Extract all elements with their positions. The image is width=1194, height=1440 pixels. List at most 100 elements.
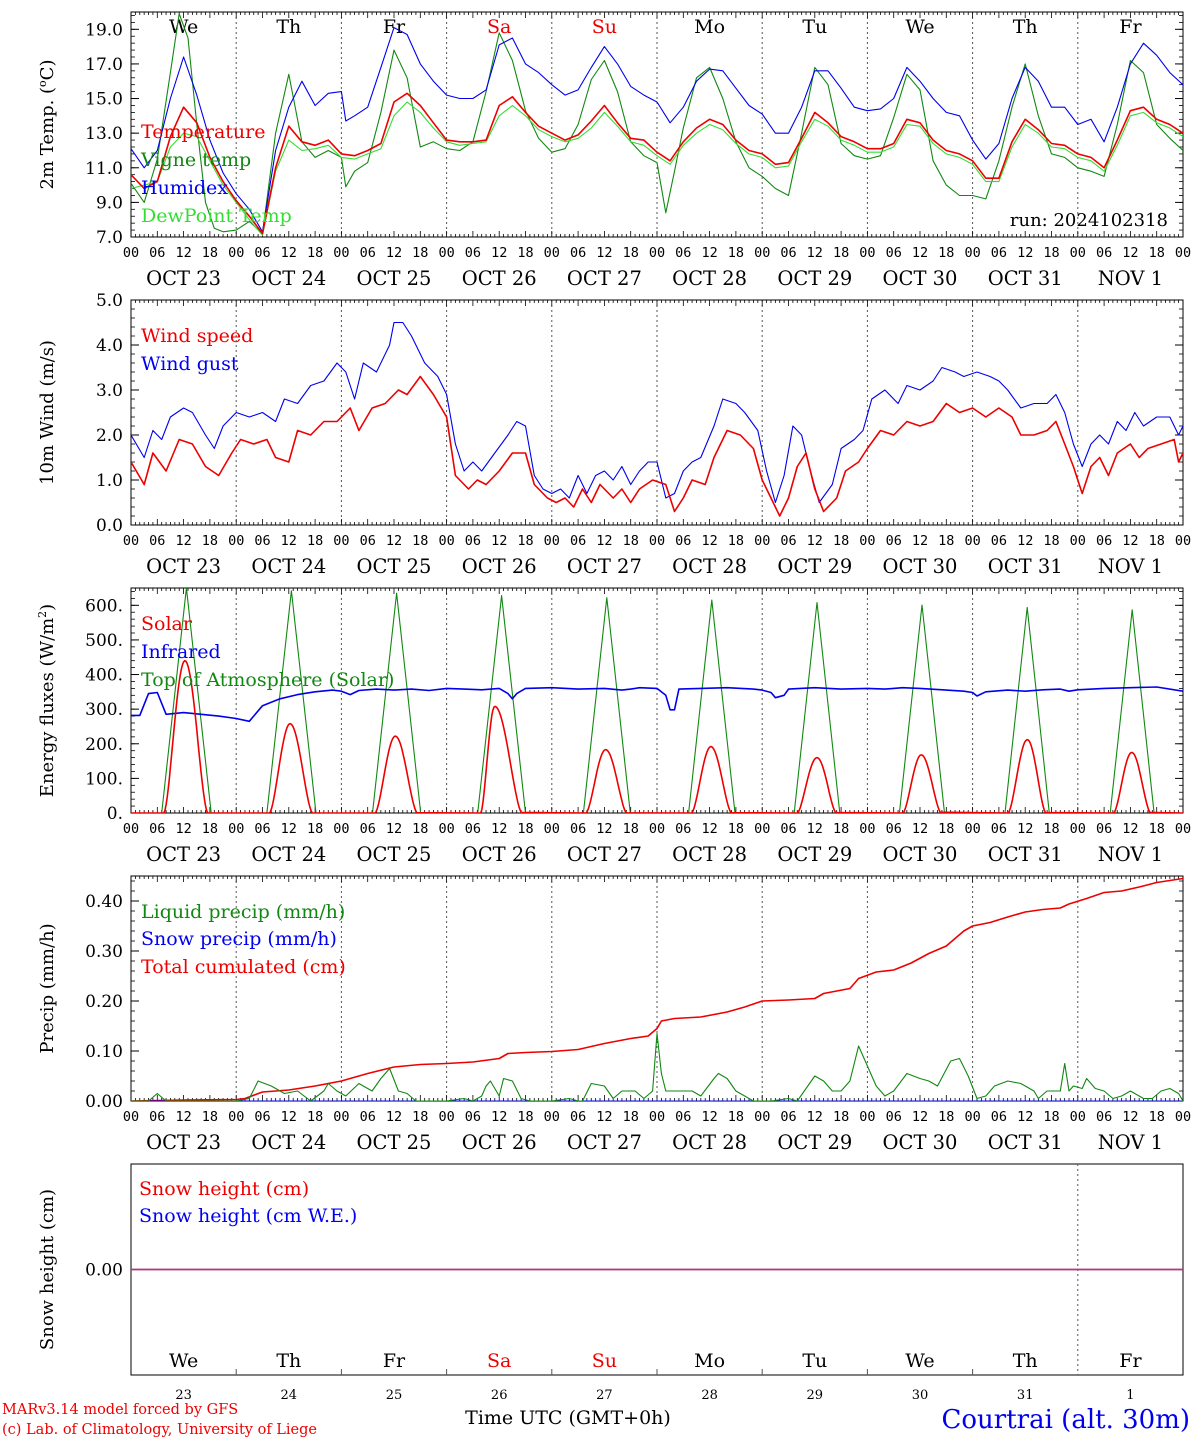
x-date-label: OCT 23 <box>146 1131 221 1154</box>
x-hour-label: 18 <box>1149 821 1165 837</box>
weekday-label: Su <box>592 16 617 38</box>
x-hour-label: 00 <box>859 821 875 837</box>
day-number-label: 31 <box>1017 1388 1034 1403</box>
series-line-wind-speed <box>131 375 1183 517</box>
x-hour-label: 00 <box>964 533 980 549</box>
x-hour-label: 12 <box>281 1109 297 1125</box>
series-line-humidex <box>131 27 1183 233</box>
series-line-wind-gust <box>131 321 1183 504</box>
x-hour-label: 06 <box>570 245 586 261</box>
day-number-label: 25 <box>386 1388 403 1403</box>
y-tick-label: 7.0 <box>96 228 123 248</box>
panel-3: 0. 100. 200. 300. 400. 500. 600. Energy fluxes … <box>36 587 1191 866</box>
x-hour-label: 06 <box>675 1109 691 1125</box>
legend-entry: Temperature <box>141 121 265 143</box>
weekday-label: Th <box>1013 16 1038 38</box>
x-date-label: OCT 28 <box>672 1131 747 1154</box>
weekday-label: Su <box>592 1350 617 1372</box>
x-date-label: OCT 29 <box>777 843 852 866</box>
x-date-label: OCT 25 <box>357 843 432 866</box>
x-hour-label: 06 <box>360 533 376 549</box>
x-hour-label: 12 <box>596 821 612 837</box>
x-hour-label: 12 <box>596 245 612 261</box>
x-date-label: OCT 26 <box>462 555 537 578</box>
x-hour-label: 18 <box>833 245 849 261</box>
day-number-label: 24 <box>281 1388 298 1403</box>
day-number-label: 27 <box>596 1388 613 1403</box>
x-date-label: OCT 31 <box>988 555 1063 578</box>
series-line-dewpoint-temp <box>131 101 1183 236</box>
y-tick-label: 0.0 <box>96 516 123 536</box>
x-hour-label: 12 <box>491 533 507 549</box>
x-hour-label: 12 <box>701 245 717 261</box>
x-hour-label: 18 <box>728 533 744 549</box>
x-date-label: OCT 29 <box>777 267 852 290</box>
x-date-label: OCT 26 <box>462 1131 537 1154</box>
series-line-liquid-precip-mm-h- <box>131 1032 1183 1101</box>
x-hour-label: 18 <box>202 245 218 261</box>
x-hour-label: 00 <box>754 245 770 261</box>
x-hour-label: 18 <box>307 821 323 837</box>
legend-entry: Snow precip (mm/h) <box>141 928 337 950</box>
x-hour-label: 18 <box>833 533 849 549</box>
y-tick-label: 2.0 <box>96 426 123 446</box>
x-hour-label: 06 <box>780 245 796 261</box>
x-hour-label: 12 <box>701 821 717 837</box>
x-hour-label: 06 <box>149 821 165 837</box>
x-hour-label: 12 <box>701 533 717 549</box>
y-tick-label: 1.0 <box>96 471 123 491</box>
x-hour-label: 06 <box>360 245 376 261</box>
x-hour-label: 06 <box>1096 821 1112 837</box>
y-tick-label: 15.0 <box>85 90 123 110</box>
y-tick-label: 500. <box>85 631 123 651</box>
x-hour-label: 12 <box>281 821 297 837</box>
series-line-solar <box>131 659 1183 813</box>
x-hour-label: 00 <box>333 533 349 549</box>
x-hour-label: 00 <box>333 245 349 261</box>
x-hour-label: 12 <box>281 533 297 549</box>
x-date-label: OCT 31 <box>988 1131 1063 1154</box>
x-hour-label: 18 <box>1043 533 1059 549</box>
x-hour-label: 12 <box>912 1109 928 1125</box>
x-hour-label: 06 <box>465 533 481 549</box>
x-hour-label: 12 <box>175 245 191 261</box>
x-hour-label: 18 <box>623 245 639 261</box>
x-hour-label: 12 <box>912 245 928 261</box>
x-date-label: OCT 30 <box>883 267 958 290</box>
x-hour-label: 18 <box>938 533 954 549</box>
legend-entry: Vigne temp <box>140 149 251 171</box>
x-hour-label: 06 <box>465 245 481 261</box>
x-date-label: OCT 31 <box>988 843 1063 866</box>
x-hour-label: 00 <box>544 1109 560 1125</box>
x-hour-label: 18 <box>307 245 323 261</box>
y-tick-label: 9.0 <box>96 193 123 213</box>
y-tick-label: 5.0 <box>96 291 123 311</box>
footer-lab-credit: (c) Lab. of Climatology, University of L… <box>2 1422 317 1438</box>
series-line-vigne-temp <box>131 13 1183 235</box>
x-hour-label: 06 <box>149 533 165 549</box>
legend-entry: Infrared <box>141 641 221 663</box>
x-hour-label: 18 <box>623 533 639 549</box>
x-hour-label: 00 <box>123 821 139 837</box>
weekday-label: We <box>905 16 934 38</box>
x-hour-label: 00 <box>754 821 770 837</box>
x-hour-label: 18 <box>623 821 639 837</box>
x-hour-label: 00 <box>438 533 454 549</box>
x-hour-label: 18 <box>1043 245 1059 261</box>
x-hour-label: 06 <box>1096 245 1112 261</box>
x-hour-label: 00 <box>964 245 980 261</box>
x-hour-label: 06 <box>360 821 376 837</box>
weekday-label: Th <box>276 1350 301 1372</box>
weekday-label: We <box>169 1350 198 1372</box>
x-hour-label: 06 <box>991 821 1007 837</box>
x-hour-label: 12 <box>701 1109 717 1125</box>
x-hour-label: 00 <box>1175 1109 1191 1125</box>
x-hour-label: 00 <box>1175 821 1191 837</box>
y-tick-label: 19.0 <box>85 20 123 40</box>
x-hour-label: 06 <box>360 1109 376 1125</box>
x-hour-label: 00 <box>1175 533 1191 549</box>
x-date-label: OCT 31 <box>988 267 1063 290</box>
x-date-label: OCT 27 <box>567 555 642 578</box>
x-date-label: OCT 28 <box>672 843 747 866</box>
x-hour-label: 00 <box>333 821 349 837</box>
